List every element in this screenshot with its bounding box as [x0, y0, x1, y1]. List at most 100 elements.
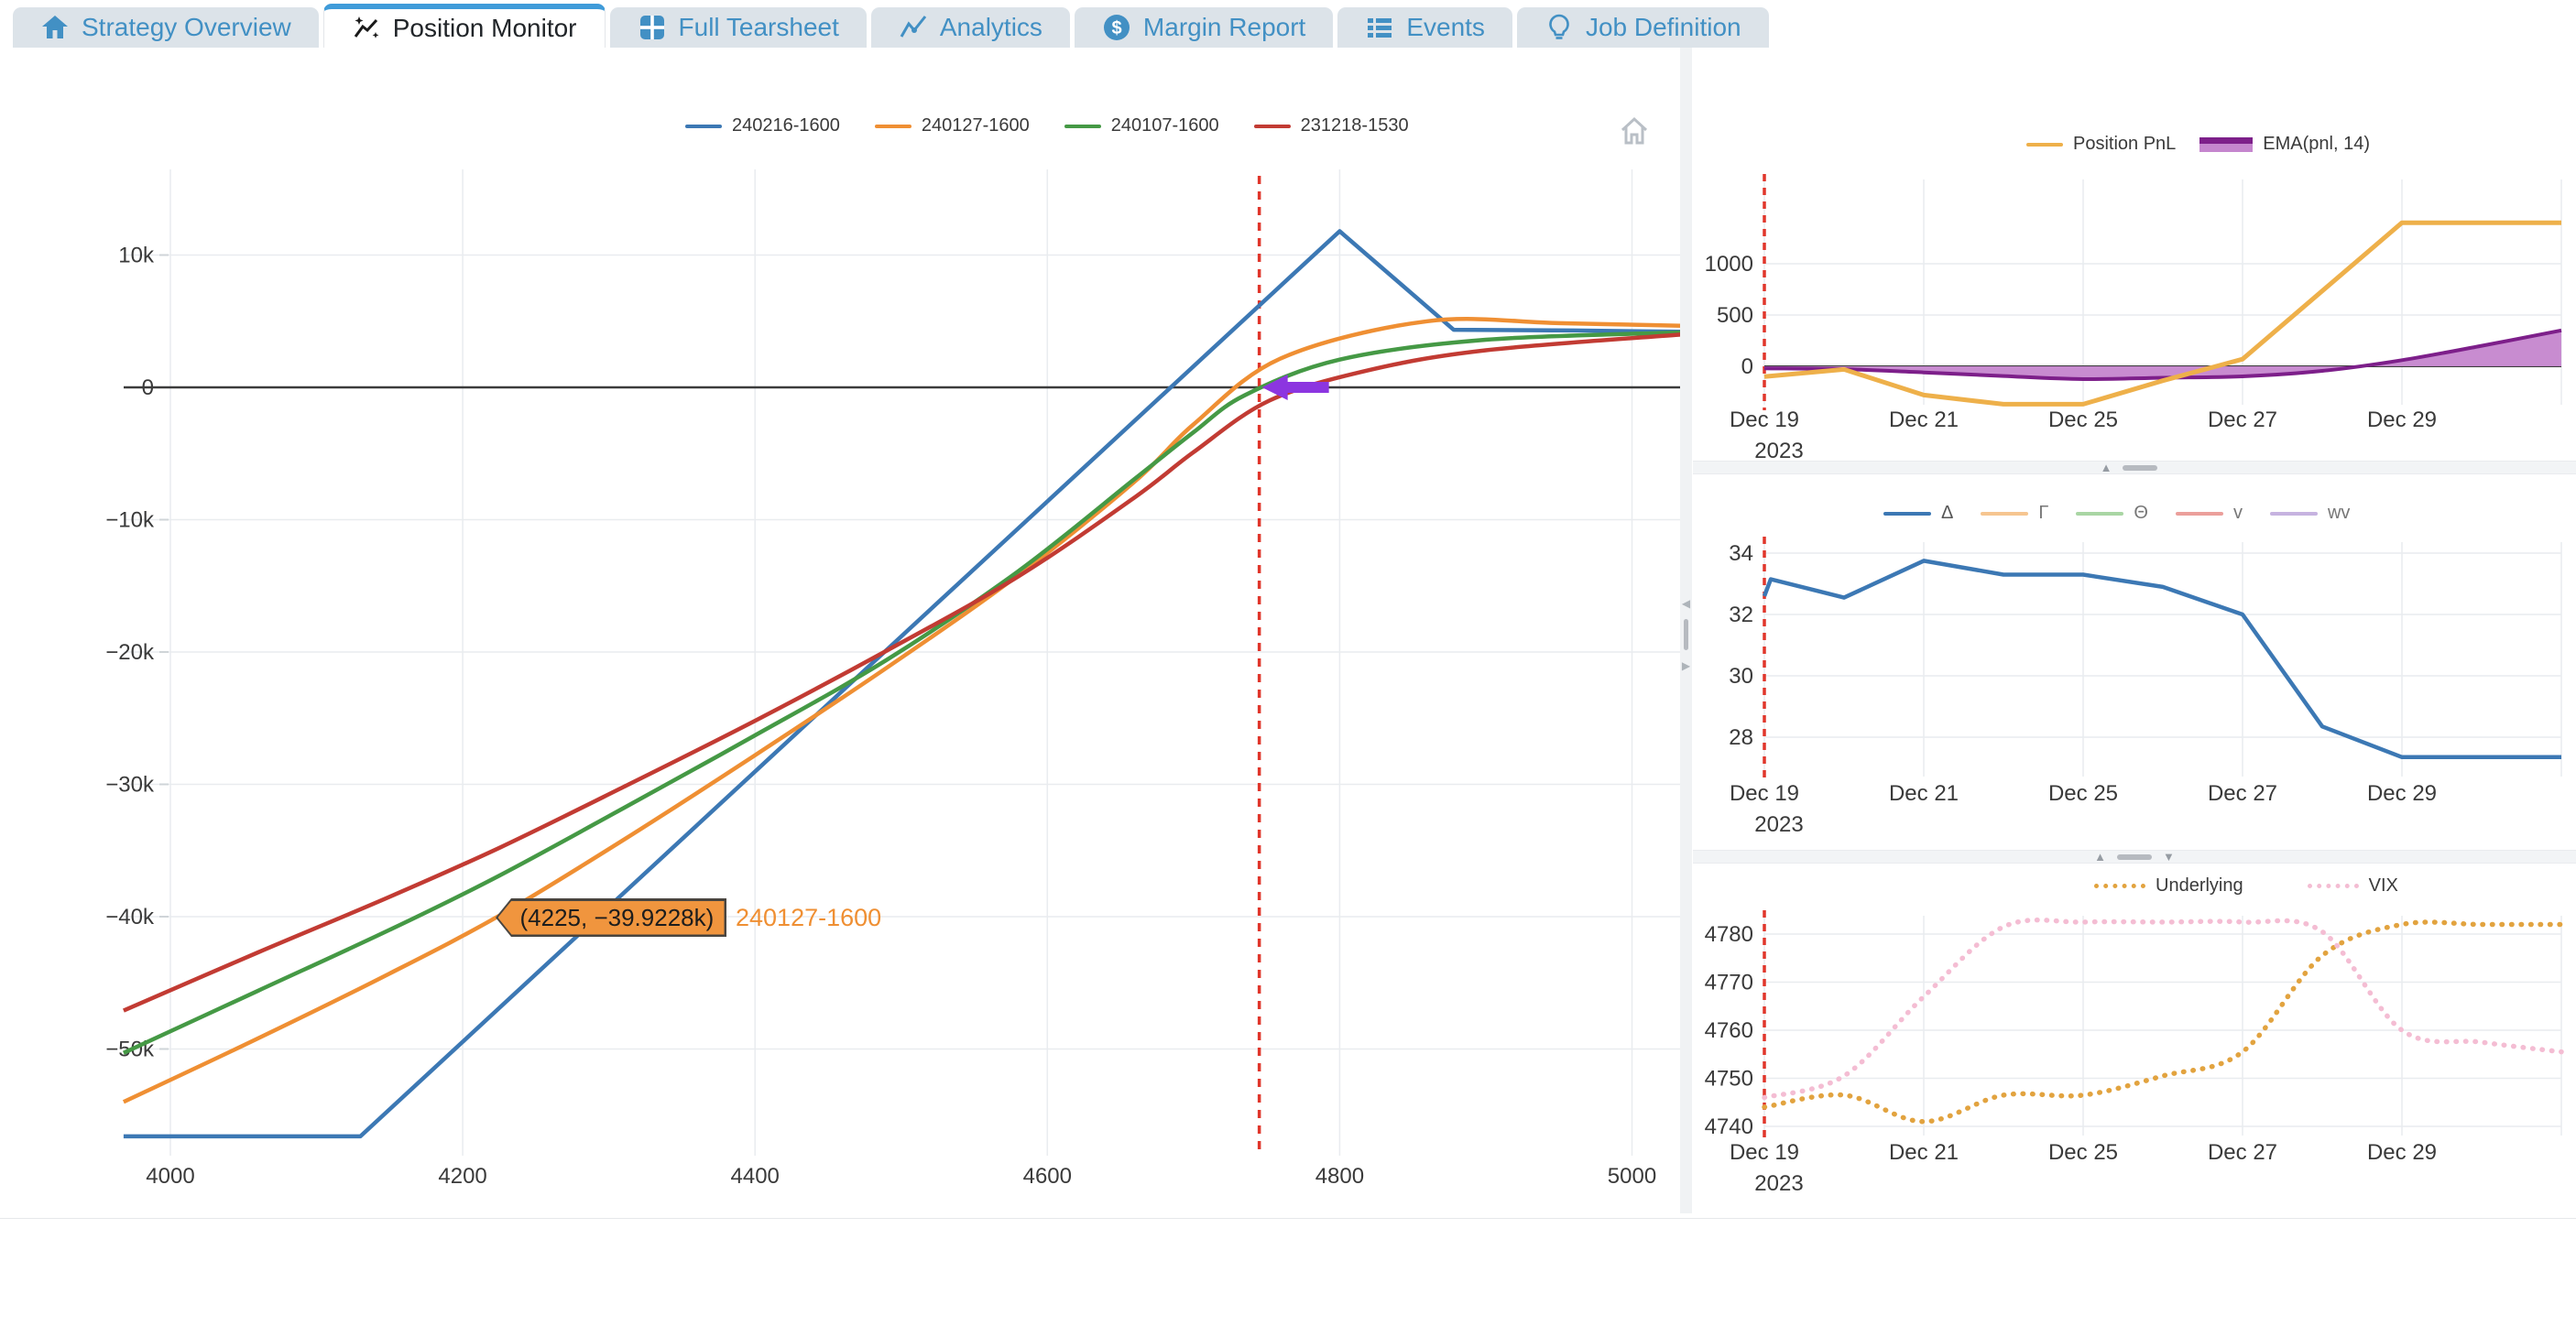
legend-item[interactable]: 240127-1600 — [874, 115, 1030, 136]
legend-dotted-swatch — [2094, 884, 2145, 888]
tearsheet-grid-icon — [638, 13, 667, 42]
tab-label: Job Definition — [1585, 13, 1741, 41]
collapse-down-icon[interactable]: ▼ — [2163, 850, 2175, 864]
vertical-drag-handle[interactable] — [1684, 619, 1688, 650]
legend-line-swatch — [2076, 511, 2124, 516]
lightbulb-icon — [1545, 13, 1574, 42]
tab-margin-report[interactable]: $ Margin Report — [1074, 7, 1334, 48]
legend-band-swatch — [2199, 136, 2254, 152]
vix-dotted-line — [1762, 917, 2564, 1101]
panel-resize-divider[interactable]: ◀ ▶ — [1680, 48, 1692, 1213]
payoff-curve — [122, 317, 1682, 1104]
pnl-line — [1763, 220, 2561, 407]
svg-text:5000: 5000 — [1608, 1164, 1656, 1189]
analytics-chart-icon — [899, 13, 928, 42]
legend-label: Θ — [2134, 503, 2148, 523]
legend-label: 231218-1530 — [1300, 115, 1409, 136]
tooltip-point-label: (4225, −39.9228k) — [497, 900, 725, 935]
tab-strategy-overview[interactable]: Strategy Overview — [13, 7, 319, 48]
tabbar: Strategy Overview Position Monitor Ful — [13, 4, 1769, 48]
tab-label: Analytics — [939, 13, 1042, 41]
svg-text:4000: 4000 — [146, 1164, 194, 1189]
horizontal-drag-handle[interactable] — [2117, 853, 2152, 860]
chart-divider-2[interactable]: ▲ ▼ — [1693, 850, 2576, 864]
legend-line-swatch — [874, 124, 911, 128]
legend-item[interactable]: VIX — [2307, 875, 2398, 897]
tab-label: Margin Report — [1142, 13, 1306, 41]
home-icon — [40, 13, 70, 42]
collapse-up-icon[interactable]: ▲ — [2094, 850, 2106, 864]
tab-analytics[interactable]: Analytics — [870, 7, 1070, 48]
tab-job-definition[interactable]: Job Definition — [1516, 7, 1769, 48]
tab-events[interactable]: Events — [1337, 7, 1512, 48]
legend-line-swatch — [2269, 511, 2318, 516]
svg-text:4740: 4740 — [1705, 1114, 1753, 1139]
legend-label: 240127-1600 — [921, 115, 1030, 136]
legend-item[interactable]: 231218-1530 — [1253, 115, 1409, 136]
svg-text:−40k: −40k — [105, 905, 155, 929]
legend-label: VIX — [2368, 875, 2398, 896]
svg-text:2023: 2023 — [1754, 439, 1803, 463]
svg-text:$: $ — [1111, 18, 1121, 38]
legend-item[interactable]: wv — [2269, 503, 2351, 524]
tooltip-box: (4225, −39.9228k) — [496, 898, 726, 937]
tab-label: Position Monitor — [392, 14, 577, 42]
list-icon — [1365, 13, 1394, 42]
svg-text:Dec 21: Dec 21 — [1889, 781, 1959, 806]
svg-text:500: 500 — [1717, 303, 1753, 328]
svg-text:Dec 29: Dec 29 — [2367, 408, 2437, 432]
svg-text:32: 32 — [1729, 603, 1753, 627]
legend-item[interactable]: 240216-1600 — [685, 115, 840, 136]
legend-item[interactable]: 240107-1600 — [1064, 115, 1219, 136]
legend-item[interactable]: Underlying — [2094, 875, 2243, 897]
collapse-left-icon[interactable]: ◀ — [1681, 597, 1691, 610]
payoff-tooltip: (4225, −39.9228k) 240127-1600 — [496, 898, 881, 937]
legend-label: Γ — [2038, 503, 2049, 523]
legend-label: Underlying — [2156, 875, 2243, 896]
collapse-up-icon[interactable]: ▲ — [2100, 461, 2112, 474]
tab-full-tearsheet[interactable]: Full Tearsheet — [609, 7, 867, 48]
legend-item[interactable]: Γ — [1981, 503, 2048, 524]
svg-text:1000: 1000 — [1705, 252, 1753, 277]
legend-label: wv — [2327, 503, 2351, 523]
reset-view-home-icon[interactable] — [1617, 114, 1652, 148]
tab-position-monitor[interactable]: Position Monitor — [322, 4, 606, 48]
payoff-legend: 240216-1600 240127-1600 240107-1600 2312… — [685, 115, 1409, 136]
ema-line — [1763, 328, 2562, 382]
svg-text:Dec 21: Dec 21 — [1889, 408, 1959, 432]
svg-text:Dec 19: Dec 19 — [1730, 1140, 1799, 1165]
legend-item[interactable]: Θ — [2076, 503, 2148, 524]
pnl-legend: Position PnL EMA(pnl, 14) — [2026, 134, 2370, 155]
svg-text:4200: 4200 — [438, 1164, 486, 1189]
tab-label: Events — [1406, 13, 1485, 41]
payoff-curve — [122, 330, 1682, 1055]
delta-line — [1762, 559, 2561, 760]
legend-label: 240107-1600 — [1110, 115, 1219, 136]
svg-text:2023: 2023 — [1754, 1171, 1803, 1196]
svg-text:Dec 29: Dec 29 — [2367, 781, 2437, 806]
svg-text:34: 34 — [1729, 541, 1753, 566]
legend-item[interactable]: v — [2175, 503, 2243, 524]
breakeven-arrow — [1261, 375, 1329, 400]
legend-line-swatch — [1253, 124, 1291, 128]
tooltip-series-label: 240127-1600 — [736, 903, 882, 931]
legend-label: 240216-1600 — [732, 115, 840, 136]
svg-text:30: 30 — [1729, 664, 1753, 689]
legend-label: EMA(pnl, 14) — [2263, 134, 2371, 154]
svg-text:10k: 10k — [118, 244, 155, 268]
expand-right-icon[interactable]: ▶ — [1681, 659, 1691, 672]
legend-item[interactable]: Δ — [1883, 503, 1953, 524]
svg-text:Dec 19: Dec 19 — [1730, 781, 1799, 806]
legend-line-swatch — [685, 124, 722, 128]
underlying-legend: Underlying VIX — [2094, 875, 2398, 897]
svg-text:4400: 4400 — [731, 1164, 780, 1189]
svg-text:4800: 4800 — [1315, 1164, 1364, 1189]
legend-line-swatch — [2175, 511, 2223, 516]
legend-item[interactable]: Position PnL — [2026, 134, 2176, 155]
svg-text:−20k: −20k — [105, 640, 155, 665]
chart-divider-1[interactable]: ▲ — [1693, 461, 2576, 474]
svg-text:2023: 2023 — [1754, 812, 1803, 837]
horizontal-drag-handle[interactable] — [2123, 464, 2158, 471]
legend-item[interactable]: EMA(pnl, 14) — [2199, 134, 2370, 155]
